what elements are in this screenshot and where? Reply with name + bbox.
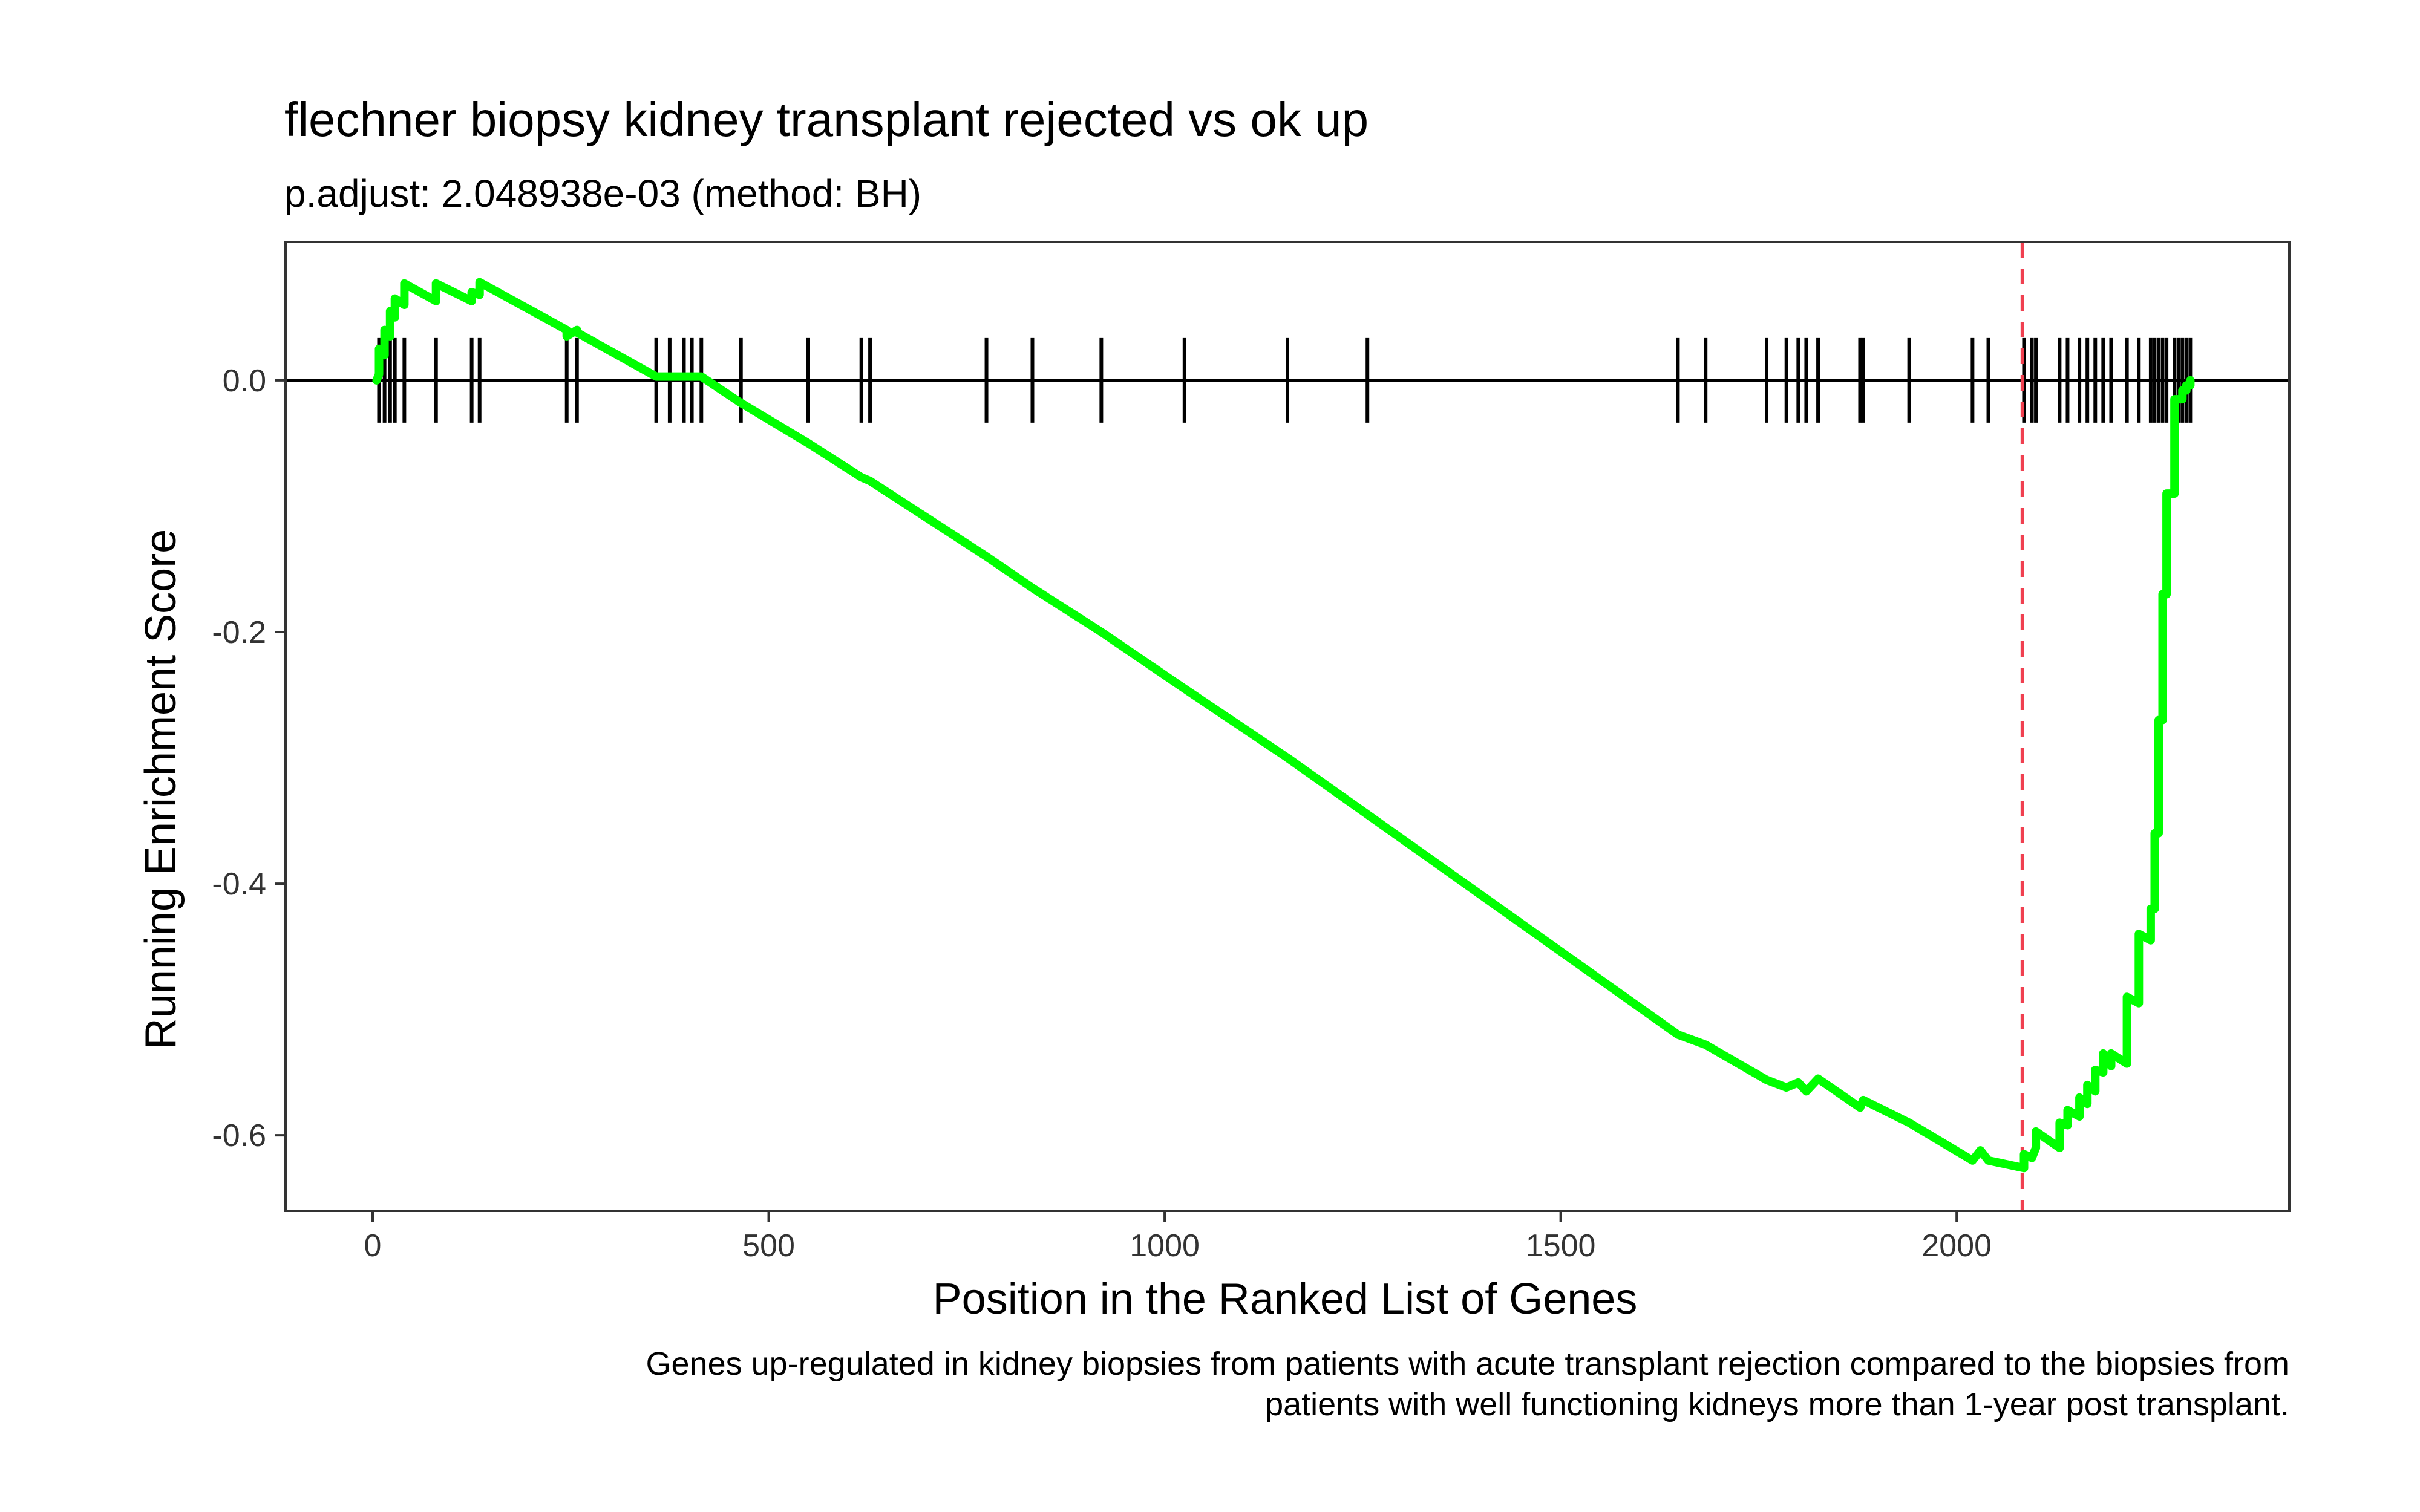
y-tick-label: -0.4 <box>212 867 266 902</box>
x-tick-label: 2000 <box>1921 1228 1992 1263</box>
y-axis-title: Running Enrichment Score <box>137 529 185 1049</box>
running-es-curve <box>372 278 2195 1173</box>
chart-subtitle: p.adjust: 2.048938e-03 (method: BH) <box>284 172 921 215</box>
x-tick-label: 500 <box>742 1228 795 1263</box>
caption-line-1: Genes up-regulated in kidney biopsies fr… <box>646 1346 2289 1382</box>
y-tick-label: -0.6 <box>212 1118 266 1153</box>
y-axis: 0.0 -0.2 -0.4 -0.6 <box>212 363 286 1153</box>
chart-title: flechner biopsy kidney transplant reject… <box>284 93 1369 146</box>
caption-line-2: patients with well functioning kidneys m… <box>1265 1386 2289 1422</box>
x-axis-title: Position in the Ranked List of Genes <box>933 1275 1638 1323</box>
x-tick-label: 1000 <box>1130 1228 1200 1263</box>
y-tick-label: -0.2 <box>212 615 266 650</box>
y-tick-label: 0.0 <box>223 363 266 399</box>
plot-panel <box>284 241 2291 1212</box>
x-axis: 0 500 1000 1500 2000 <box>364 1211 1992 1263</box>
x-tick-label: 0 <box>364 1228 382 1263</box>
x-tick-label: 1500 <box>1526 1228 1596 1263</box>
panel-border <box>284 241 2291 1212</box>
